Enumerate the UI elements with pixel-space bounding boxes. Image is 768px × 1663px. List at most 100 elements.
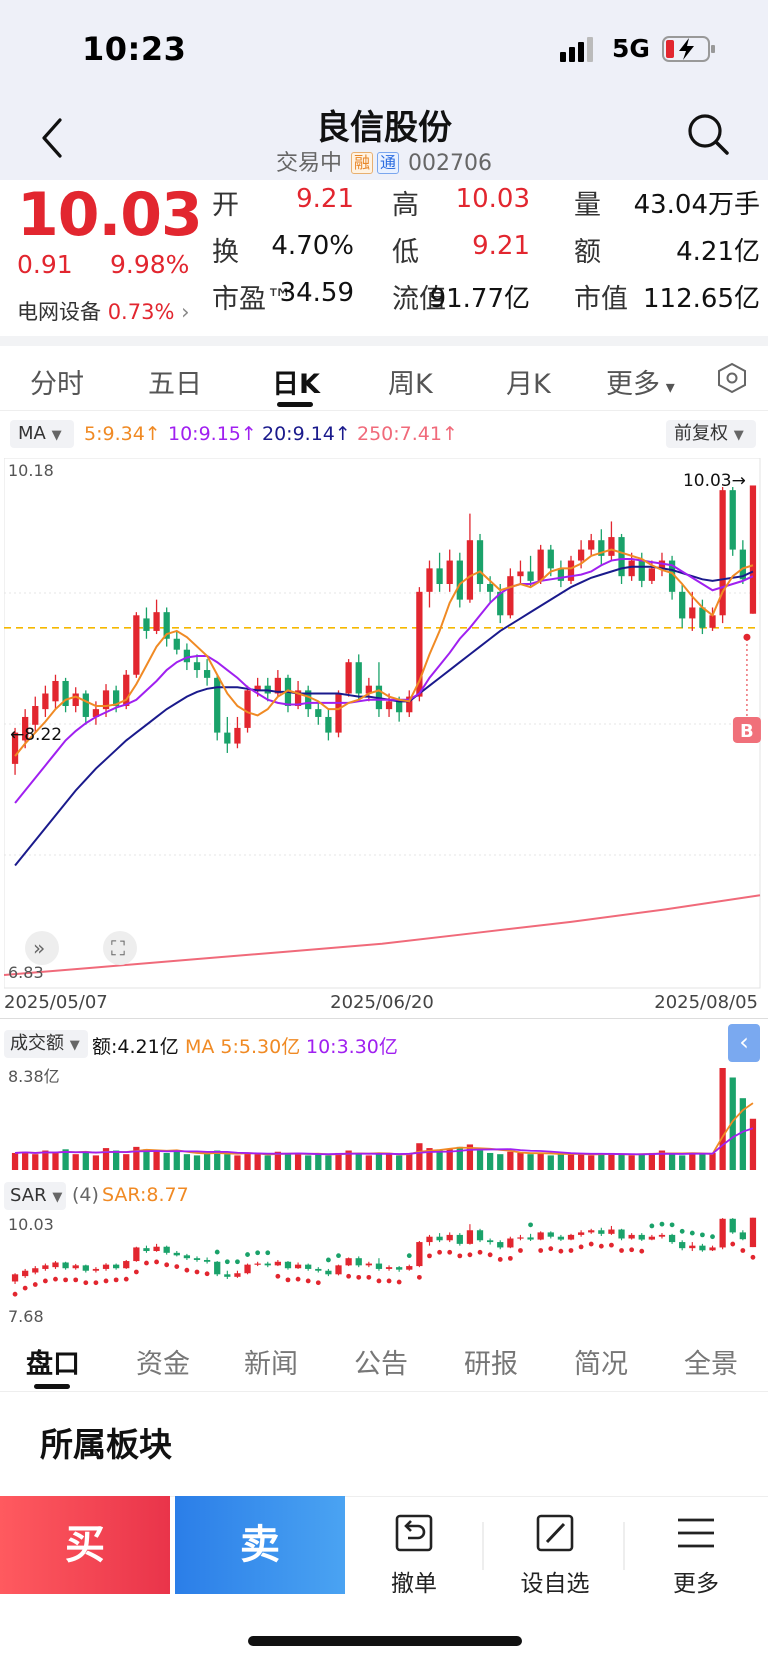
sar-chart[interactable]: 10.03 7.68 [4,1212,764,1324]
sar-candle [517,1234,524,1241]
quote-value-2: 43.04万手 [633,190,760,220]
sar-dot [528,1222,533,1228]
volume-indicator-select[interactable]: 成交额 ▼ [4,1030,88,1058]
sar-candle [648,1234,655,1241]
sar-dot [598,1243,604,1249]
indicator-select[interactable]: MA ▼ [10,420,74,448]
volume-bar [588,1155,595,1170]
sar-candle [325,1268,332,1277]
sar-candle [163,1245,170,1255]
quote-value-4: 9.21 [472,231,530,261]
candle [345,659,352,697]
volume-bar [385,1154,393,1170]
candle [527,555,534,588]
search-icon[interactable] [686,112,730,156]
sar-candle [244,1263,251,1275]
volume-bar [658,1150,666,1170]
back-arrow-icon[interactable] [38,116,66,160]
volume-bar [507,1151,514,1170]
tab-underline [34,1384,70,1389]
sar-dot [497,1257,503,1262]
sar-dot [12,1291,18,1297]
quote-label-4: 低 [392,237,419,268]
sar-candle [92,1267,100,1273]
detail-tab-0[interactable]: 盘口 [26,1349,80,1380]
sar-dot [164,1262,170,1268]
detail-tab-3[interactable]: 公告 [354,1349,408,1380]
adjust-select[interactable]: 前复权 ▼ [666,420,756,448]
settings-hexagon-icon[interactable] [716,362,748,394]
chevron-right-icon: › [181,300,190,324]
candle [244,685,251,733]
sar-dot [22,1285,28,1291]
sar-candle [699,1243,706,1252]
sector-link[interactable]: 电网设备 0.73% › [17,296,190,326]
quote-panel [0,180,768,330]
period-tab-1[interactable]: 五日 [148,369,202,400]
volume-bar [709,1152,716,1170]
sar-candle [456,1233,463,1246]
more-button[interactable]: 更多 [636,1510,756,1598]
sar-dot [113,1277,119,1283]
candlestick-chart[interactable]: 10.18 6.83 10.03→ ←8.22 B » ⛶ 2025/05/07 2025/06… [4,458,764,1014]
sar-candle [588,1228,595,1234]
buy-signal-badge [732,716,761,743]
sar-candle [355,1256,362,1268]
buy-button[interactable]: 买 [0,1496,170,1594]
sar-y-bottom-label: 7.68 [8,1307,44,1324]
sar-dot [568,1248,574,1253]
volume-bar [567,1152,575,1170]
detail-tab-1[interactable]: 资金 [136,1349,190,1380]
sar-candle [345,1257,352,1267]
price-change-pct: 9.98% [110,250,190,279]
menu-icon [678,1518,714,1548]
volume-bar [113,1150,120,1170]
period-tab-4[interactable]: 月K [506,369,551,400]
volume-ma5-line [14,1102,754,1156]
volume-chart[interactable]: 8.38亿 [4,1062,764,1172]
volume-ma10: 10:3.30亿 [306,1036,398,1058]
add-watchlist-button[interactable]: 设自选 [495,1510,615,1598]
detail-tab-4[interactable]: 研报 [464,1349,518,1380]
candle [82,690,89,725]
sar-dot [265,1250,271,1256]
sector-pct: 0.73% [107,300,175,324]
quote-value-0: 9.21 [296,184,354,214]
period-tab-0[interactable]: 分时 [30,369,84,400]
volume-bar [274,1151,281,1170]
period-tab-2[interactable]: 日K [272,369,320,400]
sar-indicator-select[interactable]: SAR ▼ [4,1182,66,1210]
volume-bar [153,1150,160,1170]
quote-value-8: 112.65亿 [643,284,760,314]
candle [42,685,49,717]
period-tab-5[interactable]: 更多 ▾ [606,369,675,400]
sar-dot [406,1253,412,1259]
volume-y-label: 8.38亿 [8,1067,60,1086]
collapse-panel-button[interactable]: ‹ [728,1024,760,1062]
detail-tab-6[interactable]: 全景 [684,1349,738,1380]
quote-value-3: 4.70% [271,231,354,261]
sar-candle [658,1233,666,1239]
volume-bar [365,1155,372,1170]
sar-candle [214,1261,221,1277]
sar-dot [437,1249,442,1255]
detail-tab-5[interactable]: 简况 [574,1349,628,1380]
forward-double-icon-bg [25,931,59,965]
sar-candle [11,1273,19,1284]
cancel-order-button[interactable]: 撤单 [354,1510,474,1598]
sell-button[interactable]: 卖 [175,1496,345,1594]
sar-candle [406,1264,413,1271]
volume-bar [32,1154,39,1170]
sar-candle [305,1263,312,1271]
last-price: 10.03 [17,180,203,250]
sar-dot [689,1230,695,1236]
sar-dot [326,1257,331,1263]
divider [0,336,768,346]
candle [749,485,757,614]
indicator-select-label: MA [18,423,46,444]
volume-bar [82,1151,89,1170]
detail-tab-2[interactable]: 新闻 [244,1349,298,1380]
sar-dot [710,1234,715,1240]
period-tab-3[interactable]: 周K [388,369,433,400]
sar-dot [366,1274,372,1280]
